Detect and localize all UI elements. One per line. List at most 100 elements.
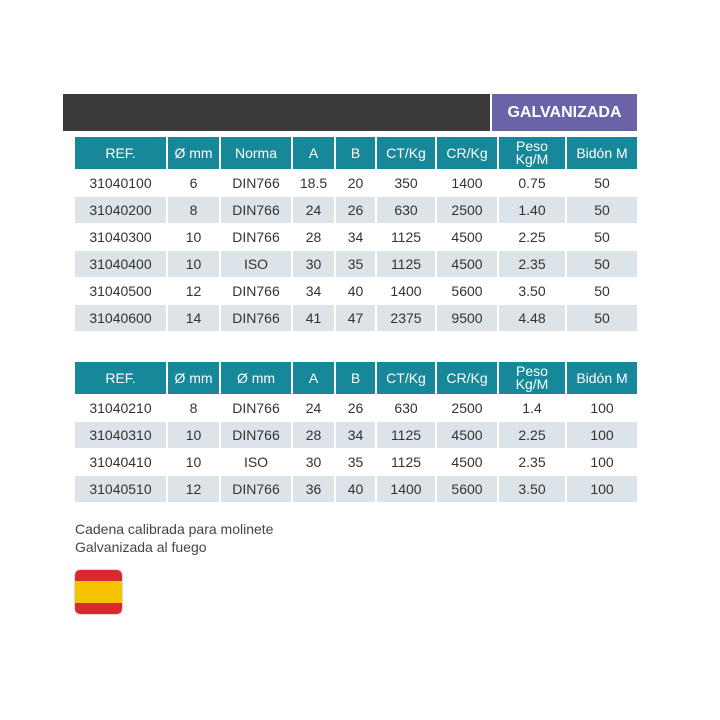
cell: 0.75 bbox=[518, 175, 546, 191]
cell: 50 bbox=[567, 197, 637, 223]
cell: 10 bbox=[185, 454, 202, 470]
cell: 18.5 bbox=[299, 175, 328, 191]
cell: 31040300 bbox=[89, 229, 152, 245]
cell: 50 bbox=[567, 251, 637, 277]
header-cell: Peso Kg/M bbox=[499, 362, 565, 394]
cell: 2375 bbox=[377, 305, 435, 331]
header-cell: Ø mm bbox=[221, 362, 291, 394]
cell: 2.35 bbox=[518, 454, 546, 470]
cell: 31040500 bbox=[89, 283, 152, 299]
header-row: REF. Ø mm Norma A B CT/Kg CR/Kg Peso Kg/M Bidón … bbox=[75, 137, 637, 169]
cell: 10 bbox=[168, 251, 219, 277]
row: 31040600 14 DIN766 41 47 2375 9500 4.48 50 bbox=[75, 305, 637, 331]
cell: 36 bbox=[293, 476, 334, 502]
cell: 31040200 bbox=[75, 197, 166, 223]
cell: DIN766 bbox=[221, 476, 291, 502]
cell: 630 bbox=[377, 197, 435, 223]
cell: 2500 bbox=[437, 197, 497, 223]
cell: 28 bbox=[293, 422, 334, 448]
cell: 47 bbox=[336, 305, 375, 331]
cell: 2500 bbox=[451, 400, 483, 416]
cell: 31040510 bbox=[75, 476, 166, 502]
cell: 8 bbox=[189, 400, 198, 416]
cell: 14 bbox=[168, 305, 219, 331]
spain-flag bbox=[75, 570, 122, 614]
cell: 26 bbox=[347, 400, 364, 416]
cell: 31040410 bbox=[89, 454, 152, 470]
cell: DIN766 bbox=[232, 175, 280, 191]
cell: 4.48 bbox=[499, 305, 565, 331]
cell: 31040310 bbox=[75, 422, 166, 448]
header-cell: B bbox=[336, 362, 375, 394]
cell: 35 bbox=[336, 251, 375, 277]
cell: 1125 bbox=[377, 251, 435, 277]
row: 31040400 10 ISO 30 35 1125 4500 2.35 50 bbox=[75, 251, 637, 277]
cell: 3.50 bbox=[499, 476, 565, 502]
cell: 6 bbox=[189, 175, 198, 191]
header-cell: A bbox=[293, 137, 334, 169]
cell: 12 bbox=[168, 476, 219, 502]
spec-table: REF. Ø mm Ø mm A B CT/Kg CR/Kg Peso Kg/M Bidón M… bbox=[73, 361, 639, 503]
cell: 31040600 bbox=[75, 305, 166, 331]
header-bar bbox=[63, 94, 490, 131]
cell: 34 bbox=[336, 422, 375, 448]
header-cell: A bbox=[293, 362, 334, 394]
cell: 5600 bbox=[437, 476, 497, 502]
row: 31040300 10 DIN766 28 34 1125 4500 2.25 50 bbox=[75, 224, 637, 250]
cell: 12 bbox=[185, 283, 202, 299]
cell: 41 bbox=[293, 305, 334, 331]
row: 31040410 10 ISO 30 35 1125 4500 2.35 100 bbox=[75, 449, 637, 475]
cell: 4500 bbox=[437, 251, 497, 277]
cell: DIN766 bbox=[232, 283, 280, 299]
cell: 100 bbox=[590, 400, 614, 416]
cell: 30 bbox=[305, 454, 322, 470]
cell: DIN766 bbox=[221, 197, 291, 223]
header-cell: CR/Kg bbox=[437, 137, 497, 169]
row: 31040100 6 DIN766 18.5 20 350 1400 0.75 50 bbox=[75, 170, 637, 196]
cell: 8 bbox=[168, 197, 219, 223]
cell: 9500 bbox=[437, 305, 497, 331]
cell: 40 bbox=[336, 476, 375, 502]
header-cell: Peso Kg/M bbox=[499, 137, 565, 169]
header-cell: Bidón M bbox=[567, 362, 637, 394]
row: 31040500 12 DIN766 34 40 1400 5600 3.50 50 bbox=[75, 278, 637, 304]
cell: 31040100 bbox=[89, 175, 152, 191]
cell: DIN766 bbox=[221, 305, 291, 331]
cell: 1125 bbox=[390, 229, 422, 245]
cell: 1400 bbox=[390, 283, 422, 299]
cell: 1.4 bbox=[522, 400, 542, 416]
header-cell: Bidón M bbox=[567, 137, 637, 169]
cell: 630 bbox=[394, 400, 418, 416]
note: Cadena calibrada para molinete bbox=[75, 521, 274, 537]
header-cell: Ø mm bbox=[168, 137, 219, 169]
cell: 4500 bbox=[451, 229, 483, 245]
cell: 5600 bbox=[451, 283, 483, 299]
cell: 50 bbox=[594, 229, 610, 245]
cell: 50 bbox=[594, 175, 610, 191]
notes: Cadena calibrada para molinete Galvaniza… bbox=[75, 520, 273, 556]
row: 31040200 8 DIN766 24 26 630 2500 1.40 50 bbox=[75, 197, 637, 223]
cell: 20 bbox=[347, 175, 364, 191]
cell: DIN766 bbox=[232, 229, 280, 245]
cell: 100 bbox=[567, 422, 637, 448]
cell: 2.25 bbox=[518, 229, 546, 245]
cell: 31040400 bbox=[75, 251, 166, 277]
note: Galvanizada al fuego bbox=[75, 539, 207, 555]
cell: 1400 bbox=[451, 175, 483, 191]
cell: 31040210 bbox=[89, 400, 152, 416]
cell: 50 bbox=[567, 305, 637, 331]
cell: 1.40 bbox=[499, 197, 565, 223]
cell: 30 bbox=[293, 251, 334, 277]
cell: 24 bbox=[293, 197, 334, 223]
cell: 100 bbox=[590, 454, 614, 470]
cell: 2.25 bbox=[499, 422, 565, 448]
header-cell: Norma bbox=[221, 137, 291, 169]
cell: 35 bbox=[347, 454, 364, 470]
header-cell: REF. bbox=[75, 137, 166, 169]
cell: 34 bbox=[347, 229, 364, 245]
cell: ISO bbox=[243, 454, 269, 470]
spec-table: REF. Ø mm Norma A B CT/Kg CR/Kg Peso Kg/M Bidón … bbox=[73, 136, 639, 332]
cell: 1125 bbox=[390, 454, 422, 470]
cell: 4500 bbox=[451, 454, 483, 470]
